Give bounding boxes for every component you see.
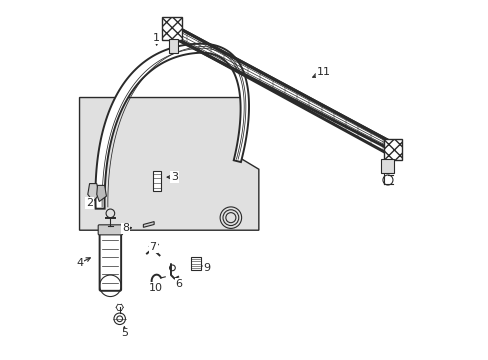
- Polygon shape: [97, 185, 106, 202]
- Text: 5: 5: [121, 328, 127, 338]
- Bar: [162, 17, 182, 40]
- Text: 6: 6: [175, 279, 183, 289]
- Polygon shape: [88, 184, 99, 202]
- Bar: [153, 171, 161, 191]
- Polygon shape: [174, 26, 394, 158]
- Polygon shape: [143, 222, 154, 227]
- Text: 10: 10: [149, 283, 163, 293]
- Circle shape: [151, 247, 155, 251]
- Polygon shape: [80, 98, 258, 230]
- Bar: [190, 257, 201, 270]
- Text: 2: 2: [86, 198, 93, 208]
- Text: 1: 1: [153, 33, 160, 43]
- Text: 11: 11: [316, 67, 330, 77]
- Text: 4: 4: [76, 258, 83, 268]
- Bar: [380, 159, 394, 173]
- Bar: [384, 139, 401, 160]
- Text: 3: 3: [171, 172, 178, 182]
- Polygon shape: [95, 44, 248, 209]
- Text: 7: 7: [149, 242, 156, 252]
- FancyBboxPatch shape: [98, 225, 122, 235]
- Bar: [169, 39, 178, 53]
- Text: 8: 8: [122, 224, 129, 233]
- FancyBboxPatch shape: [100, 232, 121, 291]
- Text: 9: 9: [203, 263, 210, 273]
